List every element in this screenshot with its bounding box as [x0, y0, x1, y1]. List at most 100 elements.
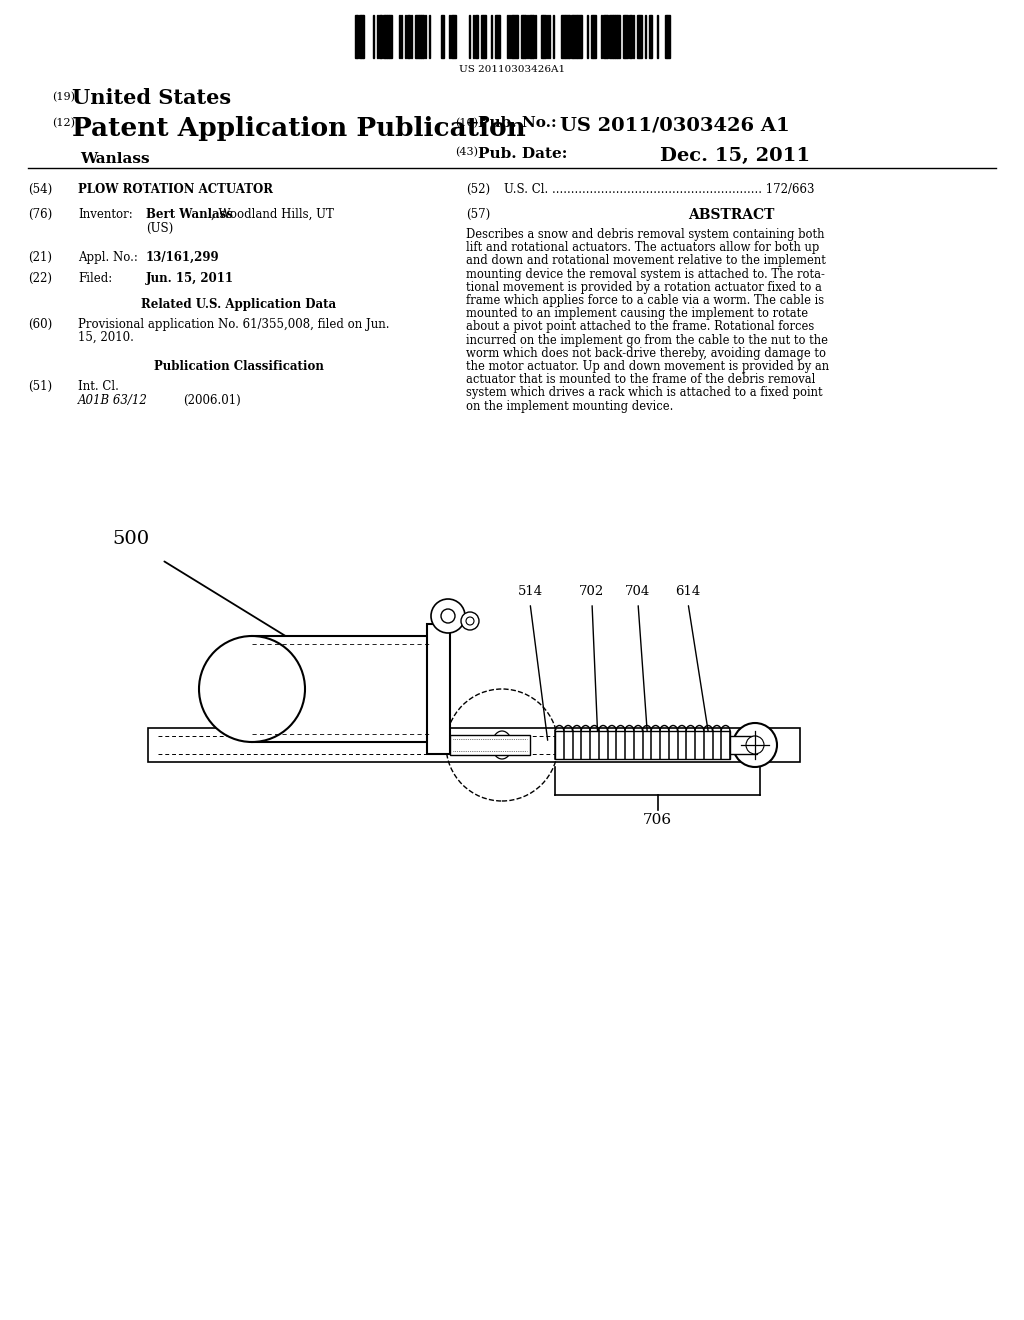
Text: worm which does not back-drive thereby, avoiding damage to: worm which does not back-drive thereby, …: [466, 347, 826, 360]
Bar: [543, 15, 546, 58]
Circle shape: [733, 723, 777, 767]
Text: 704: 704: [626, 585, 650, 598]
Bar: [252, 636, 432, 742]
Bar: [495, 15, 497, 58]
Text: Related U.S. Application Data: Related U.S. Application Data: [141, 298, 337, 312]
Bar: [531, 15, 534, 58]
Text: Publication Classification: Publication Classification: [154, 360, 324, 374]
Bar: [667, 15, 670, 58]
Text: Filed:: Filed:: [78, 272, 113, 285]
Text: (19): (19): [52, 92, 75, 103]
Bar: [573, 15, 577, 58]
Bar: [613, 15, 615, 58]
Text: about a pivot point attached to the frame. Rotational forces: about a pivot point attached to the fram…: [466, 321, 814, 334]
Text: Inventor:: Inventor:: [78, 209, 133, 220]
Text: , Woodland Hills, UT: , Woodland Hills, UT: [211, 209, 334, 220]
Circle shape: [746, 737, 764, 754]
Bar: [441, 15, 444, 58]
Text: (US): (US): [146, 222, 173, 235]
Bar: [383, 15, 385, 58]
Text: Dec. 15, 2011: Dec. 15, 2011: [660, 147, 810, 165]
Text: (12): (12): [52, 117, 75, 128]
Bar: [148, 729, 800, 762]
Bar: [521, 15, 523, 58]
Bar: [565, 15, 569, 58]
Bar: [615, 15, 617, 58]
Bar: [561, 15, 565, 58]
Text: on the implement mounting device.: on the implement mounting device.: [466, 400, 674, 413]
Bar: [427, 624, 450, 754]
Bar: [421, 15, 423, 58]
Bar: [541, 15, 543, 58]
Bar: [513, 15, 517, 58]
Text: Jun. 15, 2011: Jun. 15, 2011: [146, 272, 234, 285]
Text: (51): (51): [28, 380, 52, 393]
Bar: [419, 15, 421, 58]
Bar: [475, 15, 477, 58]
Text: actuator that is mounted to the frame of the debris removal: actuator that is mounted to the frame of…: [466, 374, 815, 387]
Text: Patent Application Publication: Patent Application Publication: [72, 116, 525, 141]
Ellipse shape: [492, 731, 512, 759]
Text: lift and rotational actuators. The actuators allow for both up: lift and rotational actuators. The actua…: [466, 242, 819, 255]
Bar: [481, 15, 483, 58]
Bar: [605, 15, 607, 58]
Text: ABSTRACT: ABSTRACT: [688, 209, 774, 222]
Bar: [593, 15, 596, 58]
Bar: [453, 15, 456, 58]
Bar: [450, 735, 530, 755]
Text: Wanlass: Wanlass: [80, 152, 150, 166]
Text: frame which applies force to a cable via a worm. The cable is: frame which applies force to a cable via…: [466, 294, 824, 308]
Bar: [617, 15, 620, 58]
Bar: [359, 15, 361, 58]
Text: Bert Wanlass: Bert Wanlass: [146, 209, 232, 220]
Bar: [451, 15, 453, 58]
Text: 706: 706: [643, 813, 672, 828]
Bar: [591, 15, 593, 58]
Text: (54): (54): [28, 183, 52, 195]
Bar: [511, 15, 513, 58]
Bar: [407, 15, 409, 58]
Text: PLOW ROTATION ACTUATOR: PLOW ROTATION ACTUATOR: [78, 183, 273, 195]
Text: U.S. Cl. ........................................................ 172/663: U.S. Cl. ...............................…: [504, 183, 814, 195]
Bar: [577, 15, 581, 58]
Bar: [649, 15, 651, 58]
Text: (22): (22): [28, 272, 52, 285]
Text: Appl. No.:: Appl. No.:: [78, 251, 138, 264]
Text: (52): (52): [466, 183, 490, 195]
Text: mounted to an implement causing the implement to rotate: mounted to an implement causing the impl…: [466, 308, 808, 321]
Bar: [379, 15, 381, 58]
Text: Pub. No.:: Pub. No.:: [478, 116, 557, 129]
Bar: [497, 15, 499, 58]
Text: US 20110303426A1: US 20110303426A1: [459, 65, 565, 74]
Bar: [571, 15, 573, 58]
Text: (10): (10): [455, 117, 478, 128]
Bar: [609, 15, 613, 58]
Bar: [555, 731, 730, 759]
Bar: [483, 15, 485, 58]
Text: Describes a snow and debris removal system containing both: Describes a snow and debris removal syst…: [466, 228, 824, 242]
Circle shape: [441, 609, 455, 623]
Bar: [355, 15, 357, 58]
Circle shape: [431, 599, 465, 634]
Bar: [629, 15, 632, 58]
Text: Provisional application No. 61/355,008, filed on Jun.: Provisional application No. 61/355,008, …: [78, 318, 389, 331]
Bar: [637, 15, 639, 58]
Text: 702: 702: [580, 585, 604, 598]
Bar: [665, 15, 667, 58]
Text: (2006.01): (2006.01): [183, 393, 241, 407]
Text: system which drives a rack which is attached to a fixed point: system which drives a rack which is atta…: [466, 387, 822, 400]
Text: Int. Cl.: Int. Cl.: [78, 380, 119, 393]
Circle shape: [461, 612, 479, 630]
Bar: [730, 737, 757, 754]
Bar: [625, 15, 628, 58]
Text: US 2011/0303426 A1: US 2011/0303426 A1: [560, 116, 790, 135]
Text: 614: 614: [676, 585, 700, 598]
Bar: [639, 15, 642, 58]
Text: (76): (76): [28, 209, 52, 220]
Text: Pub. Date:: Pub. Date:: [478, 147, 567, 161]
Bar: [385, 15, 387, 58]
Bar: [603, 15, 605, 58]
Bar: [389, 15, 392, 58]
Bar: [415, 15, 419, 58]
Text: (21): (21): [28, 251, 52, 264]
